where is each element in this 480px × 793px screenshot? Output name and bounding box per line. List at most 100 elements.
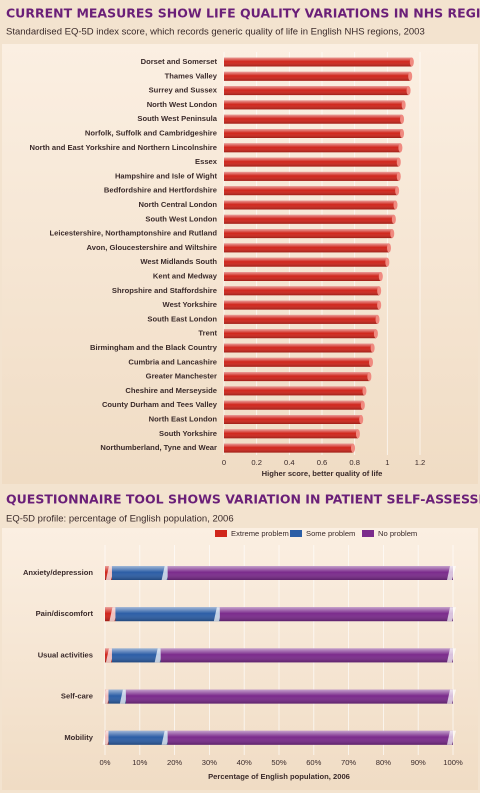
y-tick-label: Surrey and Sussex	[149, 86, 218, 95]
bar-shine	[224, 143, 401, 153]
bar-shine	[224, 357, 371, 367]
y-tick-label: Anxiety/depression	[23, 568, 93, 577]
y-tick-label: South Yorkshire	[159, 429, 217, 438]
bar-shine	[224, 257, 388, 267]
bar-cap	[409, 57, 414, 67]
bar-cap	[396, 171, 401, 181]
x-axis-label: Percentage of English population, 2006	[208, 772, 350, 781]
bar-cap	[360, 400, 365, 410]
bar-shine	[105, 607, 116, 622]
bar-cap	[395, 186, 400, 196]
bar-cap	[390, 229, 395, 239]
y-tick-label: Leicestershire, Northamptonshire and Rut…	[49, 229, 217, 238]
bar-cap	[362, 386, 367, 396]
bar-shine	[224, 272, 381, 281]
y-tick-label: South West Peninsula	[137, 114, 217, 123]
bar-shine	[224, 186, 398, 196]
legend-label: Extreme problem	[231, 529, 289, 538]
bar-shine	[224, 386, 365, 396]
y-tick-label: Cheshire and Merseyside	[125, 386, 217, 395]
x-tick-label: 10%	[132, 758, 147, 767]
bar-edge	[447, 607, 456, 622]
y-tick-label: North Central London	[139, 200, 218, 209]
y-tick-label: Trent	[198, 329, 217, 338]
bar-edge	[447, 648, 456, 663]
legend-swatch	[215, 530, 227, 537]
bar-shine	[224, 443, 354, 453]
y-tick-label: South West London	[145, 214, 217, 223]
y-tick-label: Hampshire and Isle of Wight	[115, 171, 218, 180]
bar-shine	[167, 566, 453, 580]
bar-shine	[224, 71, 411, 81]
x-tick-label: 60%	[306, 758, 321, 767]
bar-shine	[224, 114, 403, 124]
y-tick-label: Mobility	[64, 733, 93, 742]
bar-shine	[160, 648, 453, 663]
x-tick-label: 90%	[411, 758, 426, 767]
bar-shine	[167, 730, 453, 745]
x-tick-label: 0.2	[251, 458, 262, 467]
bar-cap	[401, 100, 406, 110]
legend-label: No problem	[378, 529, 417, 538]
bar-shine	[115, 607, 220, 622]
y-tick-label: Greater Manchester	[146, 372, 217, 381]
x-axis-label: Higher score, better quality of life	[262, 469, 383, 478]
bar-cap	[351, 443, 356, 453]
bar-shine	[108, 730, 168, 745]
y-tick-label: North West London	[147, 100, 218, 109]
x-tick-label: 20%	[167, 758, 182, 767]
bar-edge	[447, 730, 456, 745]
bar-cap	[408, 71, 413, 81]
bar-cap	[391, 214, 396, 224]
y-tick-label: Pain/discomfort	[36, 609, 94, 618]
y-tick-label: Bedfordshire and Hertfordshire	[104, 186, 217, 195]
x-tick-label: 70%	[341, 758, 356, 767]
bar-cap	[386, 243, 391, 253]
bar-shine	[224, 229, 393, 239]
x-tick-label: 0	[222, 458, 226, 467]
x-tick-label: 0.6	[317, 458, 328, 467]
bar-shine	[224, 329, 376, 339]
x-tick-label: 30%	[202, 758, 217, 767]
bar-cap	[406, 86, 411, 96]
y-tick-label: Avon, Gloucestershire and Wiltshire	[87, 243, 217, 252]
bar-cap	[400, 129, 405, 138]
legend-swatch	[290, 530, 302, 537]
x-tick-label: 1	[385, 458, 389, 467]
bar-edge	[447, 689, 456, 704]
x-tick-label: 100%	[443, 758, 463, 767]
bar-shine	[224, 129, 403, 138]
x-tick-label: 0.8	[349, 458, 360, 467]
y-tick-label: Shropshire and Staffordshire	[112, 286, 217, 295]
x-tick-label: 80%	[376, 758, 391, 767]
bar-cap	[400, 114, 405, 124]
bar-cap	[378, 272, 383, 281]
bar-cap	[355, 429, 360, 439]
chart-title: CURRENT MEASURES SHOW LIFE QUALITY VARIA…	[6, 6, 480, 21]
bar-cap	[398, 143, 403, 153]
chart-subtitle: EQ-5D profile: percentage of English pop…	[6, 514, 234, 525]
x-tick-label: 0.4	[284, 458, 295, 467]
bar-shine	[224, 286, 380, 296]
bar-shine	[111, 648, 161, 663]
chart-subtitle: Standardised EQ-5D index score, which re…	[6, 27, 425, 38]
y-tick-label: Dorset and Somerset	[141, 57, 218, 66]
bar-shine	[219, 607, 453, 622]
bar-shine	[224, 100, 404, 110]
bar-shine	[224, 400, 363, 410]
bar-shine	[224, 243, 389, 253]
bar-edge	[447, 566, 456, 580]
y-tick-label: Thames Valley	[165, 71, 218, 80]
y-tick-label: Usual activities	[38, 650, 93, 659]
bar-shine	[224, 300, 380, 310]
bar-cap	[367, 372, 372, 382]
bar-shine	[224, 171, 399, 181]
bar-shine	[224, 214, 394, 224]
bar-shine	[224, 415, 362, 424]
bar-cap	[359, 415, 364, 424]
y-tick-label: Norfolk, Suffolk and Cambridgeshire	[85, 129, 217, 138]
bar-cap	[385, 257, 390, 267]
chart-title: QUESTIONNAIRE TOOL SHOWS VARIATION IN PA…	[6, 492, 480, 507]
x-tick-label: 0%	[100, 758, 111, 767]
legend-label: Some problem	[306, 529, 355, 538]
